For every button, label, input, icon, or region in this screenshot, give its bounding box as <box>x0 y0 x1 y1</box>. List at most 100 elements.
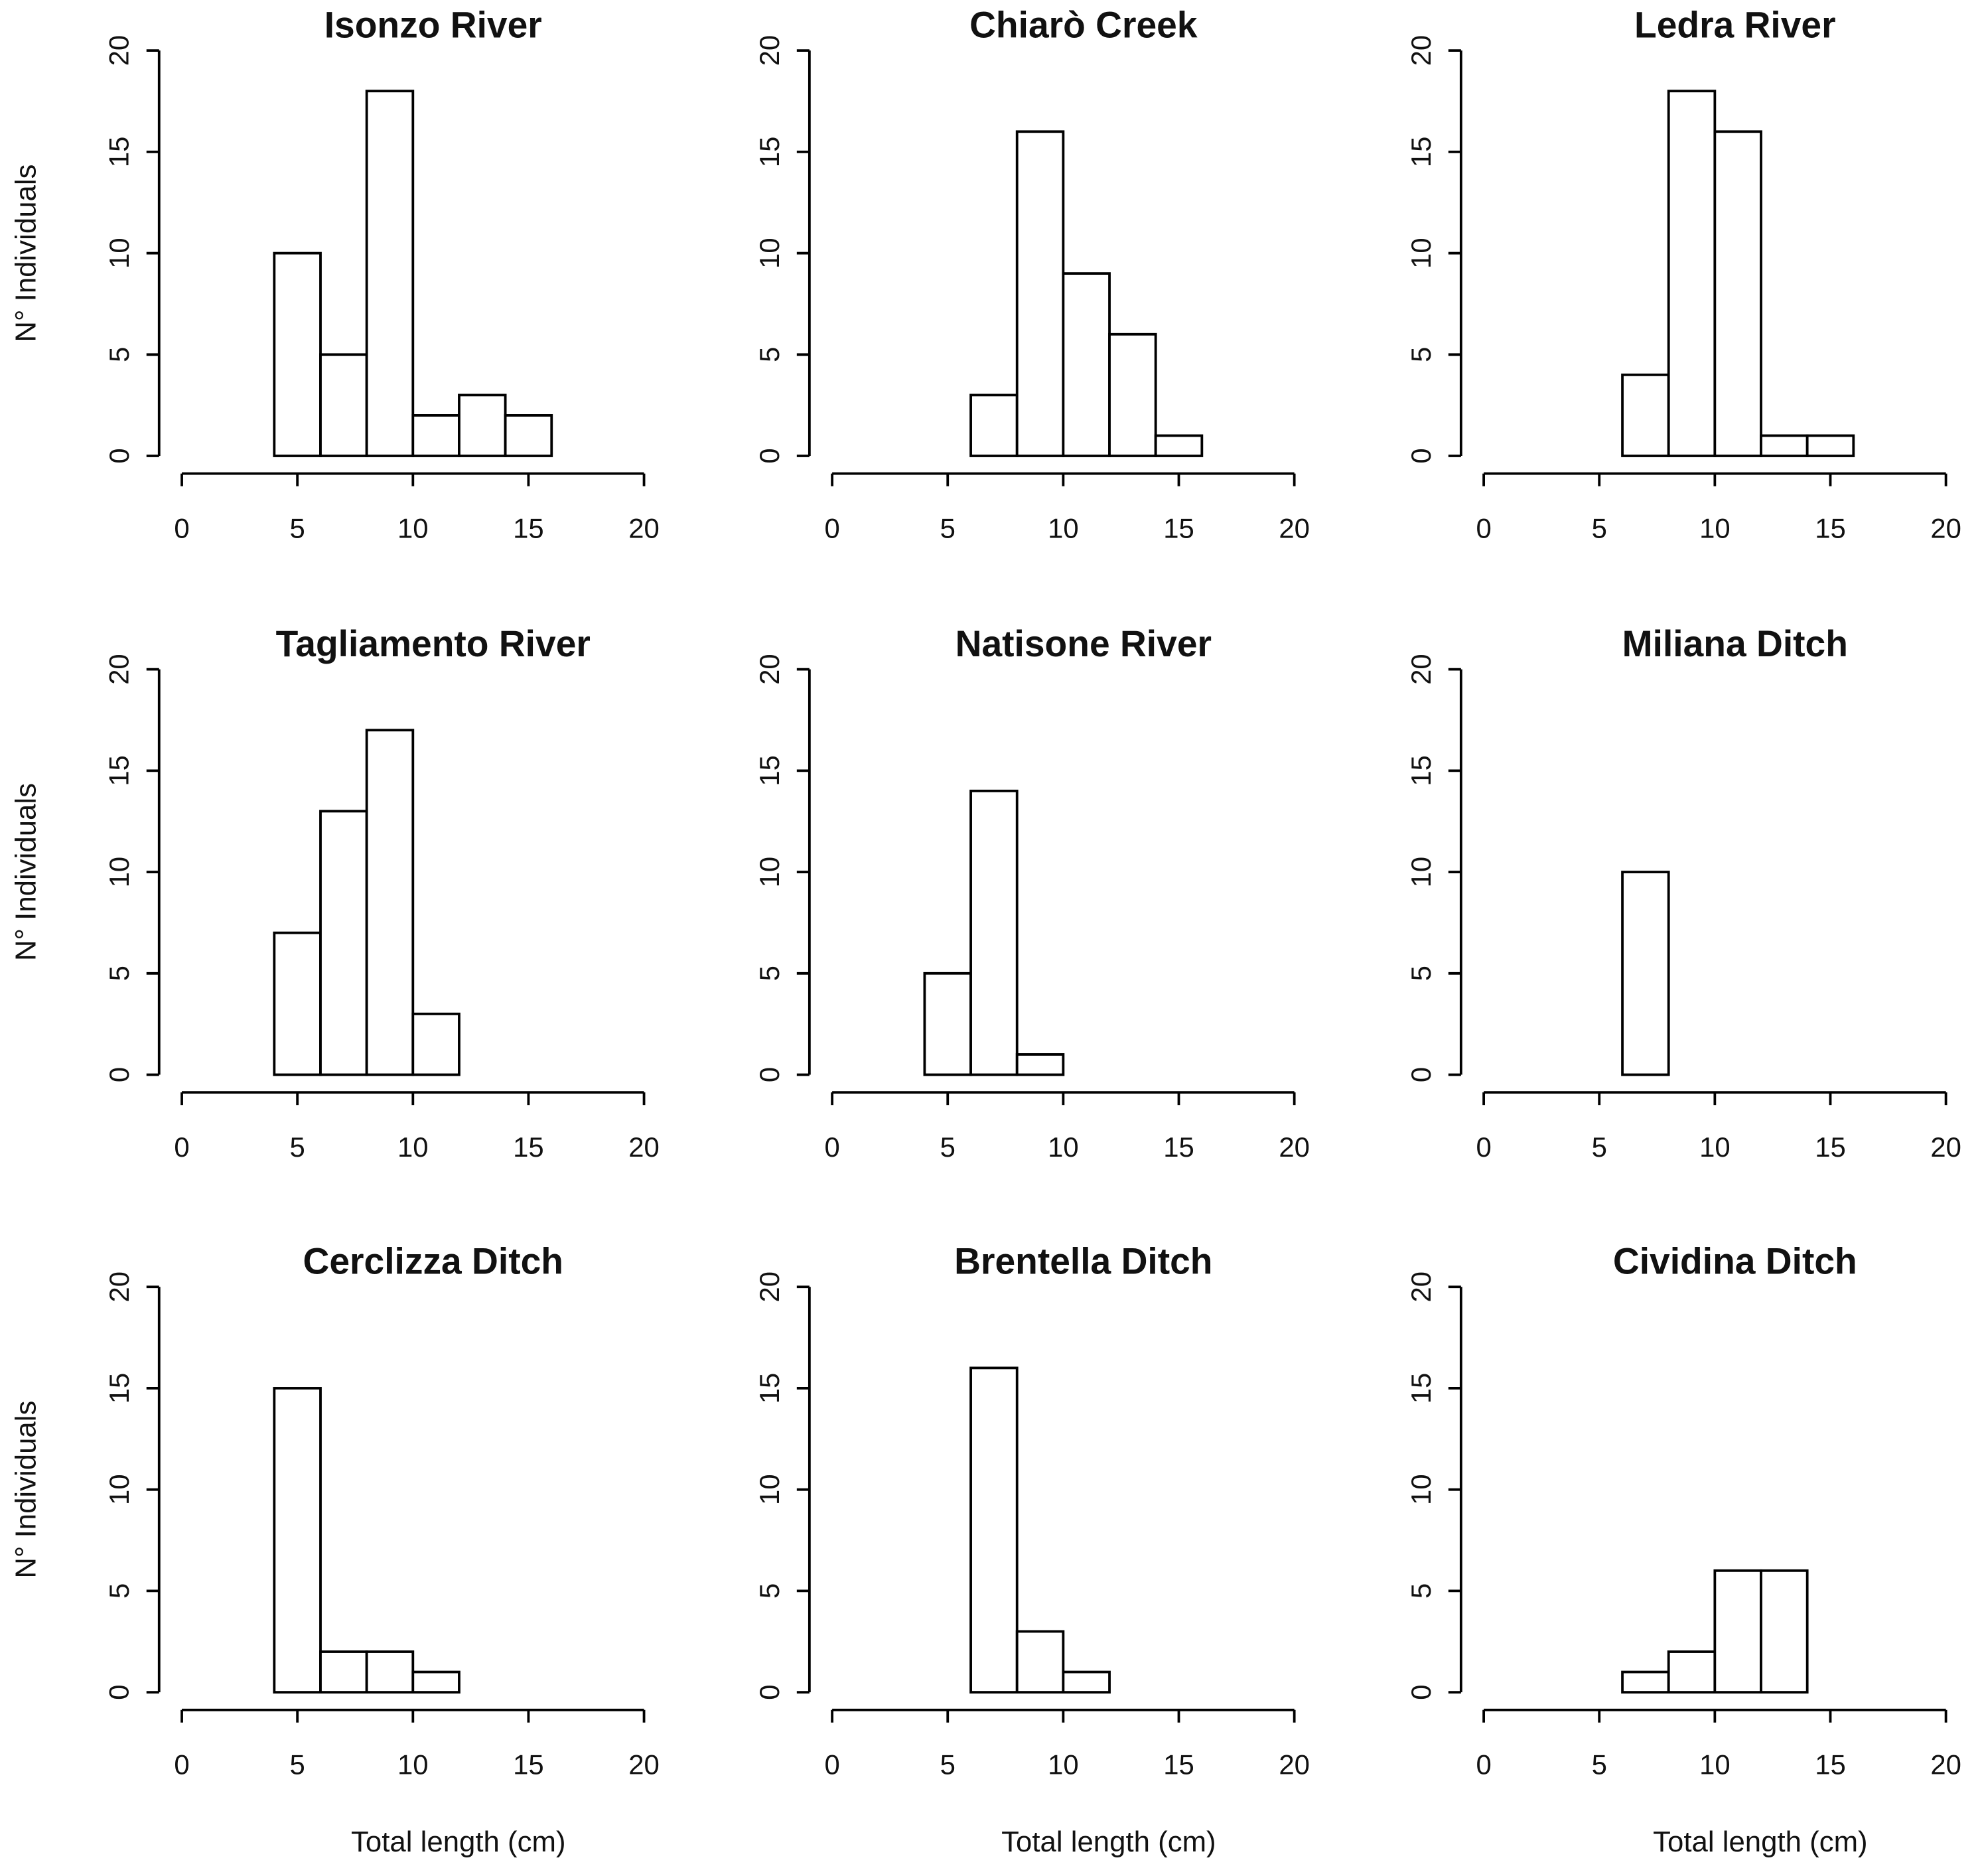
x-tick-label: 0 <box>1476 512 1491 543</box>
bar <box>319 810 368 1076</box>
y-axis-label: N° Individuals <box>9 783 42 961</box>
x-tick-label: 10 <box>1699 1131 1731 1163</box>
y-tick-label: 20 <box>104 654 135 685</box>
y-tick-label: 20 <box>104 1271 135 1303</box>
x-tick-label: 20 <box>1279 1749 1310 1780</box>
bar <box>273 931 322 1076</box>
x-tick-label: 15 <box>513 1131 544 1163</box>
x-tick-label: 0 <box>174 512 189 543</box>
x-tick-label: 20 <box>628 512 660 543</box>
panel-title: Isonzo River <box>324 4 542 45</box>
y-tick-label: 20 <box>754 654 785 685</box>
y-tick-label: 20 <box>1405 1271 1437 1303</box>
y-tick-label: 0 <box>754 448 785 463</box>
bar <box>1154 434 1204 457</box>
x-tick-label: 20 <box>1930 1749 1961 1780</box>
panel-title: Miliana Ditch <box>1622 623 1848 664</box>
y-tick-label: 15 <box>104 755 135 786</box>
bar <box>365 90 415 457</box>
bar <box>273 1387 322 1694</box>
bar <box>969 1366 1019 1694</box>
y-axis-label: N° Individuals <box>9 1401 42 1579</box>
panel: Natisone River 0 5 10 15 20 0 5 10 15 20 <box>754 623 1310 1163</box>
x-tick-label: 15 <box>513 1749 544 1780</box>
bar <box>365 1650 415 1694</box>
y-tick-label: 5 <box>754 1583 785 1599</box>
y-tick-label: 20 <box>1405 35 1437 66</box>
bar <box>411 1670 460 1694</box>
x-tick-label: 20 <box>1279 1131 1310 1163</box>
y-tick-label: 5 <box>104 347 135 362</box>
x-tick-label: 0 <box>824 1749 839 1780</box>
y-tick-label: 5 <box>1405 966 1437 981</box>
x-tick-label: 5 <box>290 1131 305 1163</box>
x-axis-label: Total length (cm) <box>1653 1826 1868 1858</box>
y-tick-label: 20 <box>1405 654 1437 685</box>
panel-title: Brentella Ditch <box>954 1241 1212 1282</box>
y-tick-label: 15 <box>1405 137 1437 168</box>
x-axis-label: Total length (cm) <box>351 1826 566 1858</box>
bar <box>273 252 322 457</box>
x-tick-label: 5 <box>290 512 305 543</box>
x-tick-label: 15 <box>1163 1131 1194 1163</box>
y-tick-label: 10 <box>754 1474 785 1505</box>
y-tick-label: 0 <box>104 1067 135 1082</box>
y-tick-label: 0 <box>1405 1684 1437 1699</box>
panel-title: Chiarò Creek <box>969 4 1198 45</box>
x-tick-label: 15 <box>513 512 544 543</box>
panel-title: Natisone River <box>955 623 1212 664</box>
x-tick-label: 10 <box>1048 1749 1079 1780</box>
y-tick-label: 15 <box>754 755 785 786</box>
y-axis-label: N° Individuals <box>9 165 42 342</box>
y-tick-label: 0 <box>1405 1067 1437 1082</box>
bar <box>411 414 460 457</box>
bar <box>1015 130 1065 457</box>
x-tick-label: 0 <box>174 1131 189 1163</box>
y-tick-label: 15 <box>1405 755 1437 786</box>
x-tick-label: 0 <box>824 1131 839 1163</box>
panel-title: Tagliamento River <box>276 623 591 664</box>
y-tick-label: 15 <box>104 1373 135 1404</box>
x-tick-label: 10 <box>397 1749 429 1780</box>
panel-title: Ledra River <box>1634 4 1836 45</box>
x-tick-label: 10 <box>397 512 429 543</box>
bar <box>1621 373 1670 457</box>
x-tick-label: 10 <box>1048 512 1079 543</box>
panel: Ledra River 0 5 10 15 20 0 5 10 15 20 <box>1405 4 1961 543</box>
y-tick-label: 5 <box>1405 347 1437 362</box>
bar <box>1760 1569 1809 1694</box>
y-tick-label: 15 <box>1405 1373 1437 1404</box>
panel-title: Cividina Ditch <box>1613 1241 1857 1282</box>
x-tick-label: 5 <box>1592 1131 1607 1163</box>
x-tick-label: 15 <box>1815 1131 1846 1163</box>
bar <box>1667 90 1717 457</box>
x-tick-label: 20 <box>1279 512 1310 543</box>
bar <box>365 729 415 1076</box>
y-tick-label: 15 <box>104 137 135 168</box>
bar <box>1015 1053 1065 1076</box>
x-tick-label: 5 <box>940 1131 955 1163</box>
bar <box>1713 1569 1762 1694</box>
x-tick-label: 15 <box>1815 512 1846 543</box>
panel: Isonzo River 0 5 10 15 20 0 5 10 15 20 N° Individua… <box>9 4 659 543</box>
x-tick-label: 15 <box>1815 1749 1846 1780</box>
x-tick-label: 5 <box>940 512 955 543</box>
y-tick-label: 15 <box>754 137 785 168</box>
y-tick-label: 5 <box>754 347 785 362</box>
bar <box>969 394 1019 457</box>
panel: Tagliamento River 0 5 10 15 20 0 5 10 15 20 N° Indi… <box>9 623 659 1163</box>
bar <box>969 789 1019 1076</box>
x-tick-label: 0 <box>1476 1749 1491 1780</box>
x-tick-label: 0 <box>174 1749 189 1780</box>
y-tick-label: 0 <box>104 1684 135 1699</box>
panel: Cividina Ditch 0 5 10 15 20 0 5 10 15 20 Total leng… <box>1405 1241 1961 1858</box>
y-tick-label: 10 <box>754 857 785 888</box>
x-tick-label: 15 <box>1163 512 1194 543</box>
bar <box>1805 434 1855 457</box>
bar <box>1667 1650 1717 1694</box>
y-tick-label: 5 <box>754 966 785 981</box>
bar <box>1062 272 1111 457</box>
y-tick-label: 20 <box>104 35 135 66</box>
